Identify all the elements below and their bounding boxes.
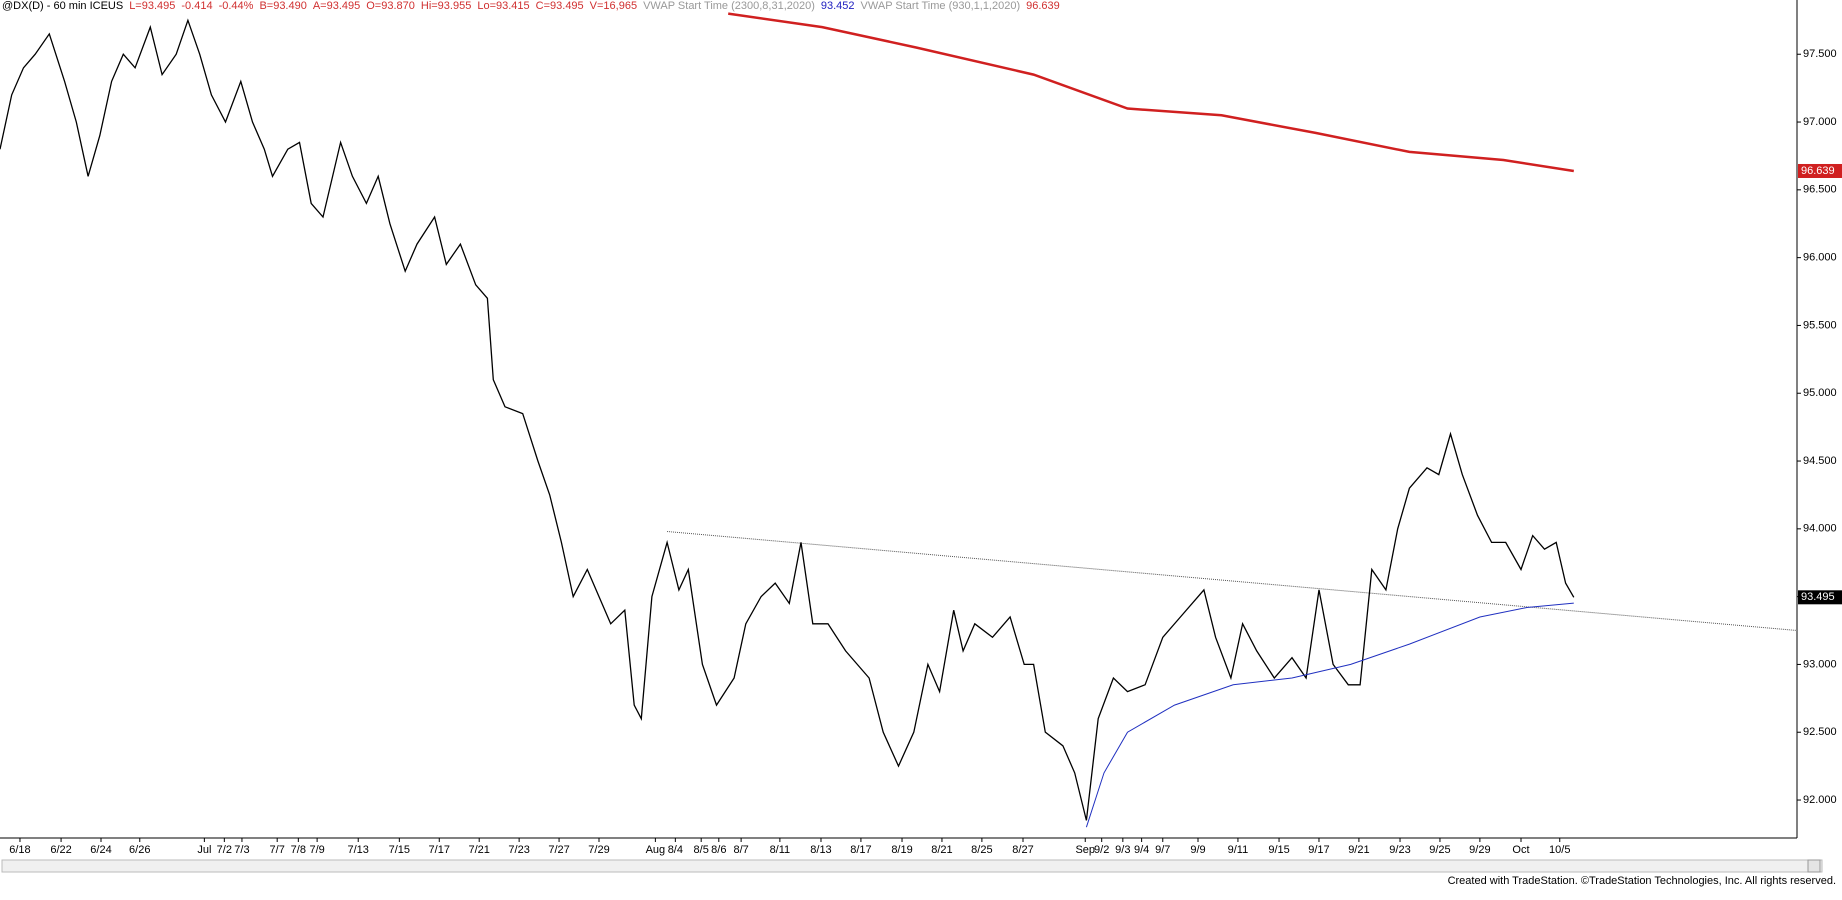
scroll-button[interactable] — [1807, 859, 1821, 873]
scrollbar[interactable] — [1, 859, 1823, 873]
x-tick-label: 9/4 — [1134, 844, 1149, 856]
x-tick-label: Aug — [646, 844, 666, 856]
x-tick-label: 6/26 — [129, 844, 150, 856]
x-tick-label: 9/29 — [1469, 844, 1490, 856]
plot-area — [0, 0, 1797, 838]
x-tick-label: 8/13 — [810, 844, 831, 856]
header-item: A=93.495 — [312, 0, 361, 12]
x-tick-label: 8/7 — [733, 844, 748, 856]
x-tick-label: 9/17 — [1308, 844, 1329, 856]
header-item: 93.452 — [820, 0, 855, 12]
y-tick-label: 92.000 — [1803, 794, 1837, 806]
header-item: -0.44% — [218, 0, 254, 12]
y-tick-label: 96.500 — [1803, 184, 1837, 196]
y-tick-label: 93.000 — [1803, 658, 1837, 670]
x-tick-label: 8/11 — [770, 844, 791, 856]
x-tick-label: 7/27 — [548, 844, 569, 856]
last-price-label: 93.495 — [1801, 591, 1835, 603]
x-tick-label: 7/3 — [234, 844, 249, 856]
x-tick-label: Jul — [197, 844, 211, 856]
x-tick-label: 7/2 — [217, 844, 232, 856]
y-tick-label: 92.500 — [1803, 726, 1837, 738]
x-tick-label: 6/22 — [50, 844, 71, 856]
x-tick-label: 9/2 — [1094, 844, 1109, 856]
header-item: L=93.495 — [129, 0, 176, 12]
header-item: 96.639 — [1026, 0, 1060, 12]
x-tick-label: 8/4 — [668, 844, 683, 856]
last-price-label: 96.639 — [1801, 165, 1835, 177]
x-tick-label: 8/21 — [931, 844, 952, 856]
x-tick-label: 6/18 — [9, 844, 30, 856]
x-tick-label: 7/15 — [389, 844, 410, 856]
y-tick-label: 96.000 — [1803, 252, 1837, 264]
x-tick-label: 8/17 — [850, 844, 871, 856]
y-tick-label: 94.500 — [1803, 455, 1837, 467]
x-tick-label: 7/8 — [291, 844, 306, 856]
x-tick-label: 9/7 — [1155, 844, 1170, 856]
x-tick-label: 8/19 — [891, 844, 912, 856]
last-price-box — [1798, 163, 1842, 178]
x-tick-label: 9/23 — [1389, 844, 1410, 856]
x-tick-label: 7/7 — [270, 844, 285, 856]
x-tick-label: 9/11 — [1228, 844, 1249, 856]
x-tick-label: 8/5 — [694, 844, 709, 856]
header: @DX(D) - 60 min ICEUS L=93.495 -0.414 -0.44… — [2, 0, 1066, 12]
y-tick-label: 97.000 — [1803, 116, 1837, 128]
x-tick-label: 7/17 — [429, 844, 450, 856]
x-tick-label: 9/21 — [1348, 844, 1369, 856]
header-item: C=93.495 — [535, 0, 584, 12]
header-item: Hi=93.955 — [420, 0, 472, 12]
header-item: @DX(D) - 60 min ICEUS — [2, 0, 124, 12]
x-tick-label: 8/25 — [971, 844, 992, 856]
last-price-box — [1798, 590, 1842, 605]
x-tick-label: Sep — [1075, 844, 1095, 856]
y-tick-label: 97.500 — [1803, 48, 1837, 60]
x-tick-label: 9/25 — [1429, 844, 1450, 856]
x-tick-label: 6/24 — [90, 844, 111, 856]
x-tick-label: Oct — [1512, 844, 1529, 856]
header-item: VWAP Start Time (930,1,1,2020) — [860, 0, 1021, 12]
x-tick-label: 9/3 — [1115, 844, 1130, 856]
header-item: O=93.870 — [366, 0, 415, 12]
header-item: V=16,965 — [589, 0, 638, 12]
header-item: VWAP Start Time (2300,8,31,2020) — [643, 0, 815, 12]
x-tick-label: 7/21 — [468, 844, 489, 856]
x-tick-label: 7/9 — [309, 844, 324, 856]
price-line — [0, 18, 1575, 821]
x-tick-label: 10/5 — [1549, 844, 1570, 856]
price-line — [728, 12, 1574, 173]
y-tick-label: 95.500 — [1803, 319, 1837, 331]
header-item: Lo=93.415 — [477, 0, 530, 12]
x-tick-label: 8/6 — [711, 844, 726, 856]
price-line — [1085, 602, 1574, 828]
y-tick-label: 95.000 — [1803, 387, 1837, 399]
x-tick-label: 9/15 — [1268, 844, 1289, 856]
x-tick-label: 9/9 — [1190, 844, 1205, 856]
header-item: B=93.490 — [259, 0, 307, 12]
y-tick-label: 94.000 — [1803, 523, 1837, 535]
x-tick-label: 7/13 — [348, 844, 369, 856]
x-tick-label: 7/23 — [508, 844, 529, 856]
header-item: -0.414 — [181, 0, 213, 12]
x-tick-label: 8/27 — [1012, 844, 1033, 856]
footer: Created with TradeStation. ©TradeStation… — [1447, 875, 1836, 887]
x-tick-label: 7/29 — [588, 844, 609, 856]
